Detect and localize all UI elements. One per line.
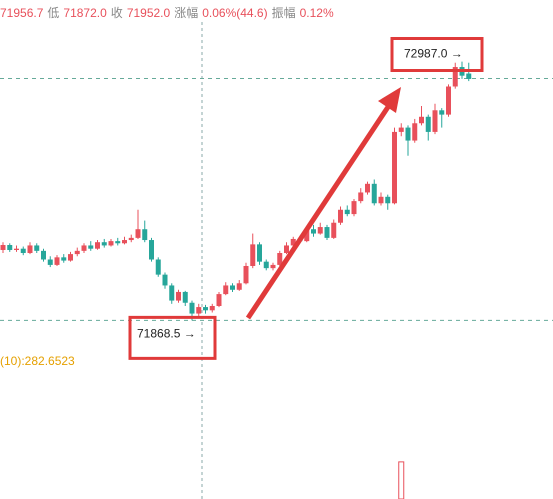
header-item: 涨幅 bbox=[174, 5, 198, 20]
candle-body bbox=[27, 245, 33, 254]
header-item: 收 bbox=[111, 6, 123, 20]
volume-ma-label: (10):282.6523 bbox=[0, 354, 75, 368]
candle-body bbox=[466, 73, 472, 79]
header-item: 低 bbox=[47, 6, 59, 20]
candle-body bbox=[54, 257, 60, 265]
candle-body bbox=[128, 237, 134, 241]
candle-body bbox=[20, 248, 26, 254]
header-item: 71872.0 bbox=[63, 6, 107, 20]
candle-body bbox=[182, 291, 188, 303]
header-item: 0.06%(44.6) bbox=[202, 6, 267, 20]
candle-body bbox=[216, 294, 222, 306]
candle-body bbox=[95, 242, 100, 249]
candle-body bbox=[196, 307, 202, 314]
candle-body bbox=[135, 229, 141, 238]
high-marker-label: 72987.0 → bbox=[404, 47, 463, 61]
candle-body bbox=[61, 257, 67, 261]
candle-body bbox=[398, 127, 404, 132]
candle-body bbox=[446, 86, 451, 115]
candle-body bbox=[378, 196, 384, 204]
arrow-shaft bbox=[245, 102, 393, 320]
arrow-head bbox=[378, 87, 401, 113]
candle-body bbox=[432, 110, 438, 132]
candle-body bbox=[351, 201, 357, 215]
candle-body bbox=[122, 240, 127, 244]
candle-body bbox=[365, 183, 370, 193]
candle-body bbox=[88, 245, 94, 249]
candle-body bbox=[412, 123, 418, 141]
candle-body bbox=[74, 250, 80, 255]
candle-body bbox=[115, 241, 121, 244]
candle-body bbox=[41, 250, 46, 260]
candle-body bbox=[101, 242, 107, 246]
candle-body bbox=[34, 245, 40, 251]
candle-body bbox=[277, 253, 283, 265]
candle-body bbox=[371, 183, 377, 204]
candle-body bbox=[270, 264, 276, 269]
high-marker-box bbox=[390, 36, 484, 72]
candle-body bbox=[243, 265, 249, 284]
candle-body bbox=[7, 245, 13, 250]
candle-body bbox=[425, 116, 431, 132]
candle-body bbox=[385, 196, 391, 204]
header-item: 振幅 bbox=[272, 5, 296, 20]
candle-body bbox=[344, 209, 350, 215]
candle-body bbox=[331, 222, 337, 238]
candle-body bbox=[284, 245, 289, 254]
candle-body bbox=[317, 227, 323, 234]
candle-body bbox=[311, 229, 316, 234]
candle-body bbox=[358, 192, 364, 202]
candle-body bbox=[189, 302, 195, 314]
candle-body bbox=[419, 116, 424, 124]
low-marker-box bbox=[128, 315, 217, 360]
candle-body bbox=[155, 259, 161, 275]
header-item: 71956.7 bbox=[0, 6, 44, 20]
candle-body bbox=[209, 305, 215, 311]
candle-body bbox=[68, 254, 73, 261]
volume-bar bbox=[398, 461, 405, 499]
candle-body bbox=[47, 259, 53, 265]
header-info: 71956.7 低 71872.0 收 71952.0 涨幅 0.06%(44.6) 振幅 0.… bbox=[0, 5, 334, 20]
candle-body bbox=[452, 67, 458, 87]
candle-body bbox=[290, 238, 296, 246]
candle-body bbox=[108, 241, 114, 246]
candle-body bbox=[142, 229, 148, 241]
candle-body bbox=[324, 227, 330, 238]
candle-body bbox=[0, 245, 6, 250]
candle-body bbox=[230, 285, 235, 290]
candle-body bbox=[338, 209, 343, 223]
candle-body bbox=[176, 291, 181, 301]
candle-body bbox=[263, 261, 269, 269]
candle-body bbox=[223, 285, 229, 295]
candle-body bbox=[392, 131, 397, 204]
candle-body bbox=[304, 229, 310, 242]
candle-body bbox=[169, 285, 175, 301]
candle-body bbox=[439, 110, 445, 115]
candle-body bbox=[250, 244, 256, 266]
header-item: 71952.0 bbox=[127, 6, 171, 20]
candle-body bbox=[257, 244, 262, 262]
candle-body bbox=[162, 274, 168, 286]
candle-body bbox=[236, 283, 242, 290]
candle-body bbox=[149, 240, 154, 260]
low-marker-label: 71868.5 → bbox=[137, 327, 196, 341]
candle-body bbox=[81, 245, 87, 251]
header-item: 0.12% bbox=[300, 6, 334, 20]
candle-body bbox=[203, 307, 208, 311]
candle-body bbox=[405, 127, 411, 141]
candle-body bbox=[14, 248, 19, 250]
